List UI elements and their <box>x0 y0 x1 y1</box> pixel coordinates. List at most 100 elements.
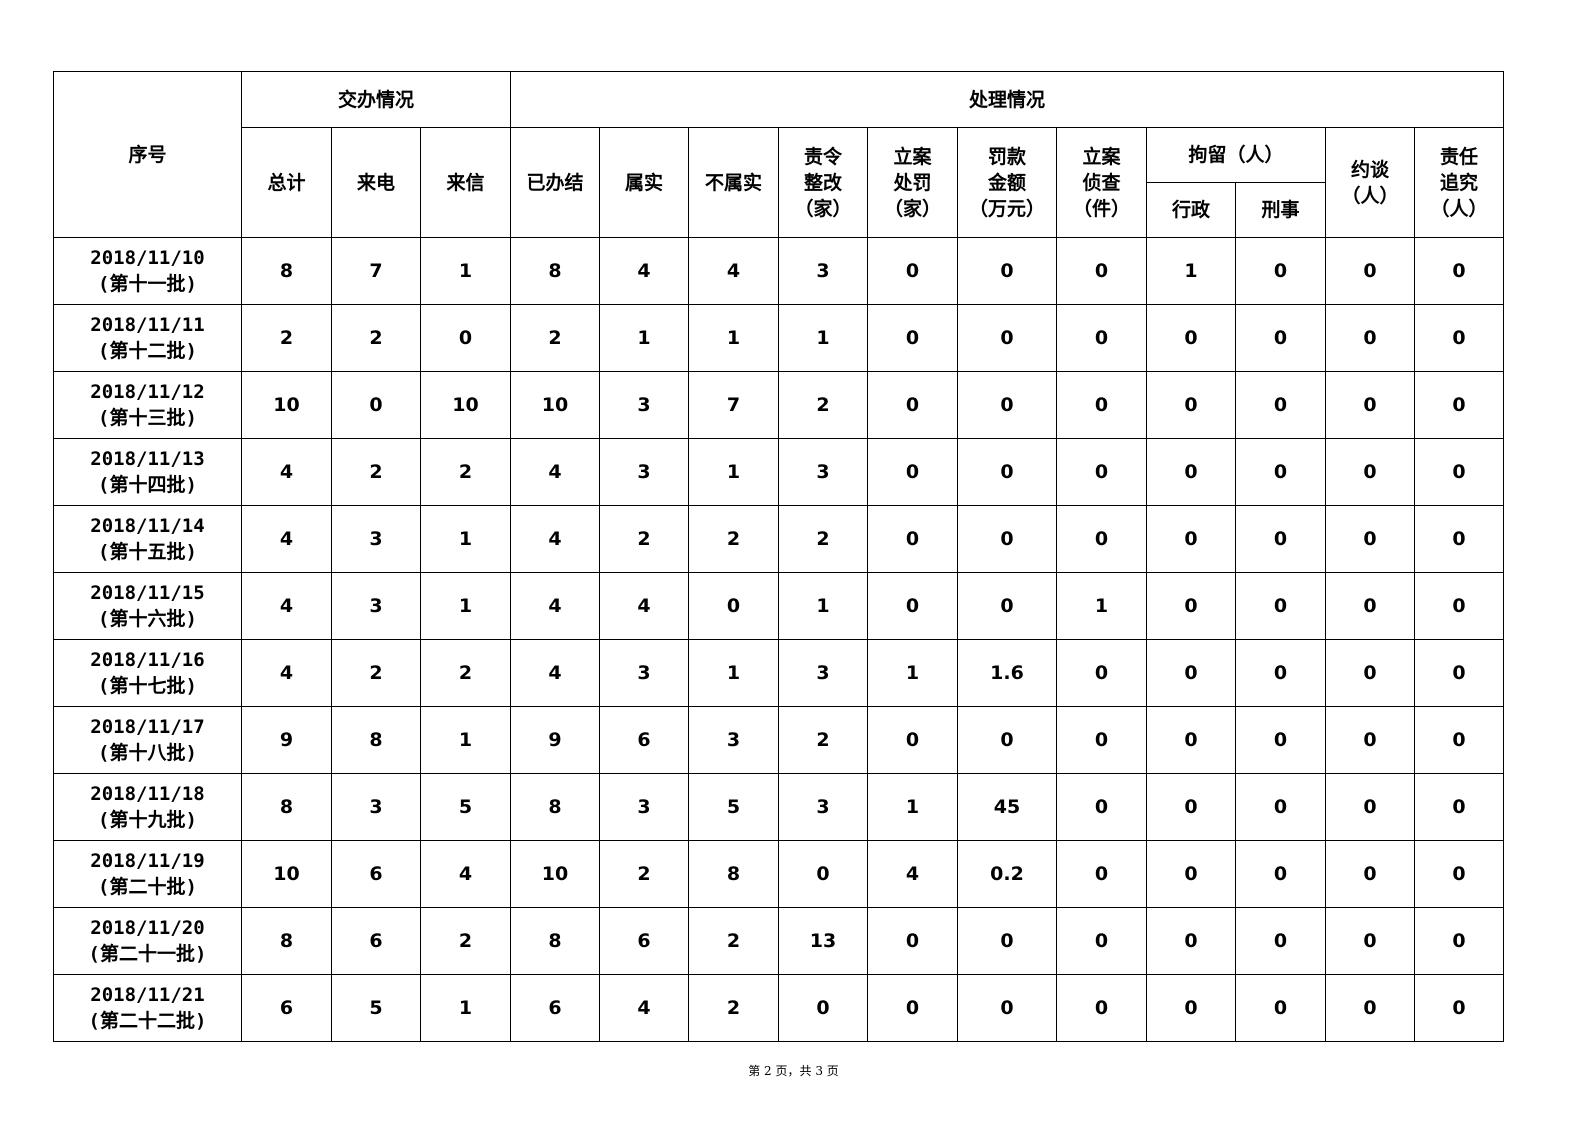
table-cell: 2 <box>420 438 511 506</box>
table-cell: 2 <box>688 907 779 975</box>
table-cell: 3 <box>599 438 689 506</box>
row-seq-cell: 2018/11/14 (第十五批) <box>53 505 242 573</box>
table-cell: 0 <box>1146 371 1236 439</box>
table-cell: 0 <box>688 572 779 640</box>
page-footer: 第 2 页，共 3 页 <box>748 1064 839 1078</box>
row-seq-cell: 2018/11/16 (第十七批) <box>53 639 242 707</box>
table-cell: 0 <box>867 371 958 439</box>
table-cell: 7 <box>331 237 421 305</box>
table-cell: 0 <box>1146 505 1236 573</box>
table-cell: 0 <box>1146 304 1236 372</box>
row-date: 2018/11/10 <box>90 247 205 269</box>
table-cell: 0 <box>1325 639 1415 707</box>
table-cell: 8 <box>241 907 332 975</box>
row-batch: (第十一批) <box>98 273 197 295</box>
table-cell: 0 <box>957 304 1057 372</box>
table-cell: 0 <box>1413 773 1505 841</box>
header-rectify: 责令 整改 （家） <box>778 127 868 238</box>
table-cell: 0 <box>1056 304 1147 372</box>
header-total: 总计 <box>241 127 332 238</box>
table-cell: 0 <box>1146 773 1236 841</box>
header-detain-criminal: 刑事 <box>1235 182 1326 238</box>
table-cell: 0 <box>957 505 1057 573</box>
table-cell: 2 <box>778 371 868 439</box>
table-cell: 0 <box>1413 304 1505 372</box>
table-cell: 0 <box>1325 371 1415 439</box>
table-cell: 1 <box>778 304 868 372</box>
header-rectify-line: 整改 <box>803 171 842 194</box>
table-cell: 0 <box>1325 706 1415 774</box>
table-cell: 0 <box>867 304 958 372</box>
table-cell: 0 <box>420 304 511 372</box>
table-cell: 3 <box>331 505 421 573</box>
header-accountability: 责任 追究 （人） <box>1413 127 1505 238</box>
table-cell: 0 <box>957 371 1057 439</box>
table-cell: 2 <box>510 304 600 372</box>
table-cell: 0 <box>1056 505 1147 573</box>
table-cell: 3 <box>599 371 689 439</box>
table-cell: 4 <box>241 438 332 506</box>
table-cell: 0 <box>957 237 1057 305</box>
table-cell: 1 <box>867 773 958 841</box>
row-batch: (第十六批) <box>98 608 197 630</box>
table-cell: 2 <box>599 840 689 908</box>
table-cell: 1 <box>867 639 958 707</box>
table-row: 2018/11/20 (第二十一批) 8 6 2 8 6 2 13 0 0 0 0 0 0 0 <box>53 907 1505 975</box>
table-row: 2018/11/14 (第十五批) 4 3 1 4 2 2 2 0 0 0 0 0 0 0 <box>53 505 1505 573</box>
row-batch: (第二十二批) <box>88 1010 207 1032</box>
header-fine-line: 罚款 <box>987 145 1026 168</box>
table-cell: 6 <box>241 974 332 1042</box>
header-investigate-line: （件） <box>1072 197 1130 220</box>
table-cell: 0 <box>1325 438 1415 506</box>
table-cell: 1 <box>420 974 511 1042</box>
table-cell: 8 <box>510 237 600 305</box>
header-group-handle: 处理情况 <box>509 71 1505 128</box>
table-cell: 2 <box>331 639 421 707</box>
table-cell: 0 <box>1235 572 1326 640</box>
table-cell: 3 <box>688 706 779 774</box>
header-accountability-line: （人） <box>1430 197 1488 220</box>
table-row: 2018/11/11 (第十二批) 2 2 0 2 1 1 1 0 0 0 0 0 0 0 <box>53 304 1505 372</box>
header-penalty-line: （家） <box>883 197 941 220</box>
table-cell: 2 <box>778 505 868 573</box>
table-cell: 1 <box>688 639 779 707</box>
table-cell: 0 <box>1235 773 1326 841</box>
table-cell: 4 <box>688 237 779 305</box>
table-cell: 3 <box>778 639 868 707</box>
table-cell: 0 <box>1146 438 1236 506</box>
table-cell: 0 <box>1146 840 1236 908</box>
row-seq-cell: 2018/11/10 (第十一批) <box>53 237 242 305</box>
table-cell: 0 <box>1146 907 1236 975</box>
table-cell: 1 <box>599 304 689 372</box>
row-seq-cell: 2018/11/13 (第十四批) <box>53 438 242 506</box>
table-cell: 6 <box>599 706 689 774</box>
table-cell: 0 <box>1056 773 1147 841</box>
table-cell: 3 <box>778 438 868 506</box>
table-row: 2018/11/19 (第二十批) 10 6 4 10 2 8 0 4 0.2 0 0 0 0 0 <box>53 840 1505 908</box>
row-date: 2018/11/21 <box>90 984 205 1006</box>
row-date: 2018/11/19 <box>90 850 205 872</box>
table-cell: 3 <box>599 639 689 707</box>
table-cell: 0 <box>1146 572 1236 640</box>
table-cell: 1 <box>778 572 868 640</box>
table-cell: 1 <box>688 438 779 506</box>
table-cell: 4 <box>510 572 600 640</box>
table-cell: 6 <box>599 907 689 975</box>
table-cell: 0 <box>1056 639 1147 707</box>
table-cell: 2 <box>599 505 689 573</box>
table-cell: 2 <box>688 974 779 1042</box>
header-interview-line: 约谈 <box>1350 158 1389 181</box>
table-row: 2018/11/12 (第十三批) 10 0 10 10 3 7 2 0 0 0 0 0 0 0 <box>53 371 1505 439</box>
table-cell: 0 <box>1235 438 1326 506</box>
statistics-table: 序号 交办情况 处理情况 总计 来电 来信 已办结 属实 不属实 责令 整改 （… <box>53 71 1505 1042</box>
table-cell: 0 <box>778 974 868 1042</box>
table-cell: 3 <box>599 773 689 841</box>
table-cell: 0 <box>1146 706 1236 774</box>
table-cell: 5 <box>688 773 779 841</box>
table-cell: 0 <box>1235 304 1326 372</box>
table-row: 2018/11/17 (第十八批) 9 8 1 9 6 3 2 0 0 0 0 0 0 0 <box>53 706 1505 774</box>
row-seq-cell: 2018/11/21 (第二十二批) <box>53 974 242 1042</box>
row-seq-cell: 2018/11/20 (第二十一批) <box>53 907 242 975</box>
table-cell: 4 <box>599 974 689 1042</box>
table-cell: 6 <box>331 907 421 975</box>
